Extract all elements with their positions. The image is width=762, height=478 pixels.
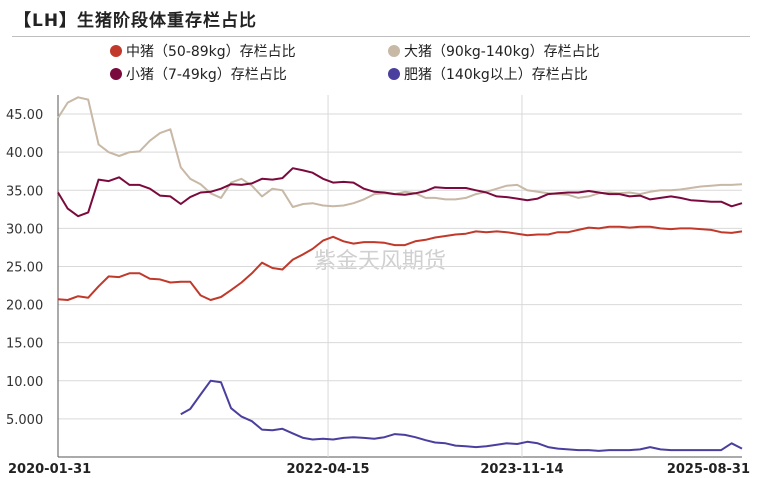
x-tick-label-1: 2022-04-15 — [286, 462, 369, 477]
series-line-small — [57, 167, 743, 218]
series-line-fat — [180, 379, 743, 452]
y-tick-label-3: 20.00 — [6, 299, 43, 314]
y-tick-label-7: 40.00 — [6, 146, 43, 161]
y-tick-label-1: 10.00 — [6, 375, 43, 390]
x-tick-label-2: 2023-11-14 — [480, 462, 563, 477]
legend-label-medium: 中猪（50-89kg）存栏占比 — [126, 44, 296, 60]
legend-label-fat: 肥猪（140kg以上）存栏占比 — [404, 67, 588, 83]
watermark: 紫金天风期货 — [314, 249, 446, 274]
x-tick-label-0: 2020-01-31 — [8, 462, 91, 477]
y-tick-label-6: 35.00 — [6, 184, 43, 199]
legend-marker-large — [388, 45, 400, 57]
y-tick-label-8: 45.00 — [6, 108, 43, 123]
y-tick-label-2: 15.00 — [6, 337, 43, 352]
legend-marker-small — [110, 68, 122, 80]
series-line-large — [57, 96, 743, 208]
chart-title: 【LH】生猪阶段体重存栏占比 — [14, 11, 258, 31]
title-divider — [12, 36, 750, 37]
y-tick-label-4: 25.00 — [6, 260, 43, 275]
y-tick-label-0: 5.000 — [6, 413, 43, 428]
legend-marker-medium — [110, 45, 122, 57]
series-line-medium — [57, 225, 743, 301]
x-tick-label-3: 2025-08-31 — [667, 462, 750, 477]
legend-label-large: 大猪（90kg-140kg）存栏占比 — [404, 44, 600, 60]
legend-label-small: 小猪（7-49kg）存栏占比 — [126, 67, 287, 83]
legend-marker-fat — [388, 68, 400, 80]
y-tick-label-5: 30.00 — [6, 222, 43, 237]
